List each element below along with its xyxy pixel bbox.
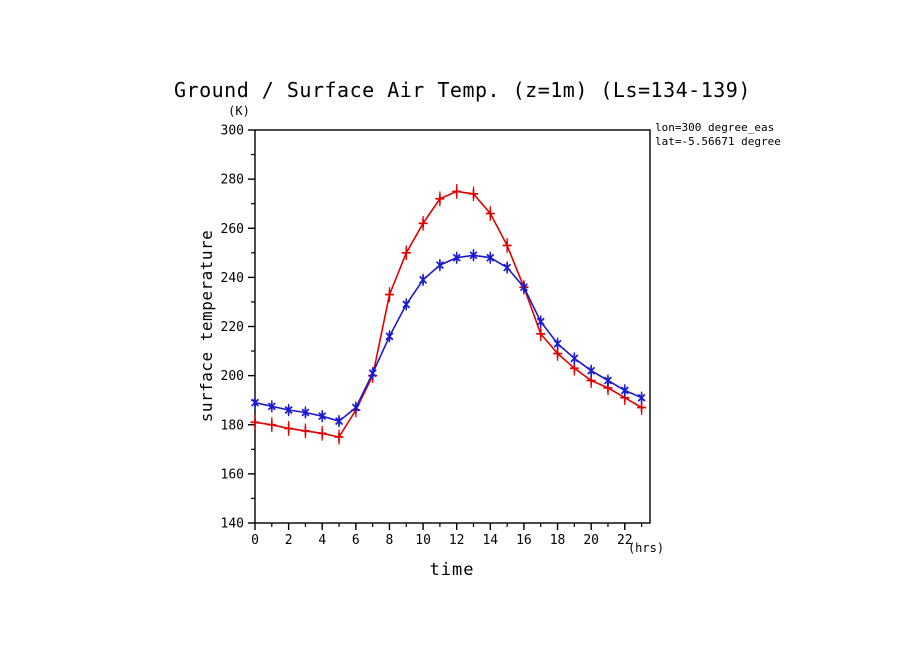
x-tick-label: 16 [516,533,532,548]
y-tick-label: 220 [221,320,244,335]
plot-frame [254,129,651,524]
series-1-line [254,254,642,422]
x-tick-label: 2 [285,533,293,548]
x-tick-label: 20 [583,533,599,548]
y-tick-label: 160 [221,467,244,482]
x-tick-label: 12 [449,533,465,548]
x-tick-label: 6 [352,533,360,548]
y-tick-label: 180 [221,418,244,433]
x-tick-label: 22 [617,533,633,548]
x-axis-title: time [429,560,475,580]
x-tick-label: 10 [415,533,431,548]
annotation-box: lon=300 degree_eas lat=-5.56671 degree [655,121,781,149]
y-tick-label: 140 [221,517,244,532]
chart-title: Ground / Surface Air Temp. (z=1m) (Ls=13… [174,78,751,102]
y-tick-label: 240 [221,271,244,286]
annotation-latitude: lat=-5.56671 degree [655,135,781,148]
y-tick-label: 260 [221,222,244,237]
series-0-line [254,190,643,438]
x-tick-label: 18 [550,533,566,548]
x-tick-label: 0 [251,533,259,548]
x-tick-label: 8 [386,533,394,548]
annotation-longitude: lon=300 degree_eas [655,121,775,134]
series-1-asterisk [250,249,646,428]
x-tick-label: 4 [318,533,326,548]
y-axis-unit-label: (K) [228,104,250,118]
x-axis-unit-label: (hrs) [627,541,665,555]
y-tick-label: 280 [221,173,244,188]
y-tick-label: 200 [221,369,244,384]
y-tick-label: 300 [221,124,244,139]
series-0-plus [250,184,647,445]
x-tick-label: 14 [482,533,498,548]
